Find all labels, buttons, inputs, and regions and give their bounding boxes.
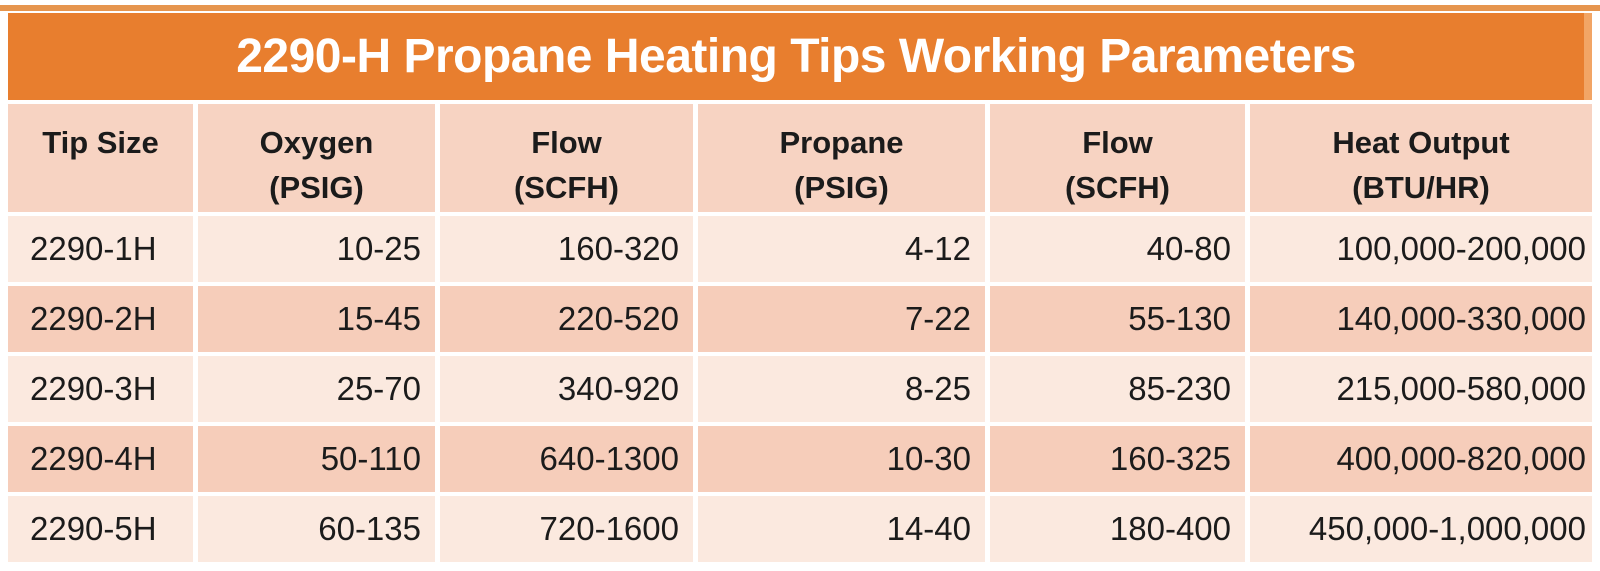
- tip-size-cell: 2290-3H: [8, 356, 193, 422]
- column-header-propane: Propane (PSIG): [698, 104, 985, 212]
- tip-size-cell: 2290-5H: [8, 496, 193, 562]
- heat-output-cell: 400,000-820,000: [1250, 426, 1592, 492]
- oxygen-psig-cell: 50-110: [198, 426, 435, 492]
- propane-flow-cell: 160-325: [990, 426, 1245, 492]
- heat-output-cell: 100,000-200,000: [1250, 216, 1592, 282]
- table-row: 2290-2H 15-45 220-520 7-22 55-130 140,00…: [8, 286, 1592, 352]
- tip-size-cell: 2290-4H: [8, 426, 193, 492]
- heat-output-cell: 215,000-580,000: [1250, 356, 1592, 422]
- oxygen-psig-cell: 60-135: [198, 496, 435, 562]
- propane-psig-cell: 8-25: [698, 356, 985, 422]
- heat-output-cell: 140,000-330,000: [1250, 286, 1592, 352]
- parameters-table: 2290-H Propane Heating Tips Working Para…: [8, 13, 1592, 562]
- oxygen-psig-cell: 10-25: [198, 216, 435, 282]
- propane-psig-cell: 7-22: [698, 286, 985, 352]
- top-orange-rule: [0, 5, 1600, 11]
- oxygen-psig-cell: 25-70: [198, 356, 435, 422]
- column-header-tip-size: Tip Size: [8, 104, 193, 212]
- propane-flow-cell: 85-230: [990, 356, 1245, 422]
- table-title: 2290-H Propane Heating Tips Working Para…: [236, 30, 1356, 83]
- oxygen-flow-cell: 160-320: [440, 216, 693, 282]
- oxygen-flow-cell: 640-1300: [440, 426, 693, 492]
- propane-psig-cell: 10-30: [698, 426, 985, 492]
- table-row: 2290-4H 50-110 640-1300 10-30 160-325 40…: [8, 426, 1592, 492]
- column-header-propane-flow: Flow (SCFH): [990, 104, 1245, 212]
- heat-output-cell: 450,000-1,000,000: [1250, 496, 1592, 562]
- propane-psig-cell: 14-40: [698, 496, 985, 562]
- column-header-oxygen-flow: Flow (SCFH): [440, 104, 693, 212]
- oxygen-flow-cell: 340-920: [440, 356, 693, 422]
- column-header-oxygen: Oxygen (PSIG): [198, 104, 435, 212]
- header-row: Tip Size Oxygen (PSIG) Flow (SCFH) Propa…: [8, 104, 1592, 212]
- column-header-heat-output: Heat Output (BTU/HR): [1250, 104, 1592, 212]
- propane-flow-cell: 55-130: [990, 286, 1245, 352]
- tip-size-cell: 2290-2H: [8, 286, 193, 352]
- table-row: 2290-3H 25-70 340-920 8-25 85-230 215,00…: [8, 356, 1592, 422]
- propane-flow-cell: 40-80: [990, 216, 1245, 282]
- oxygen-flow-cell: 720-1600: [440, 496, 693, 562]
- table-row: 2290-5H 60-135 720-1600 14-40 180-400 45…: [8, 496, 1592, 562]
- propane-psig-cell: 4-12: [698, 216, 985, 282]
- oxygen-flow-cell: 220-520: [440, 286, 693, 352]
- oxygen-psig-cell: 15-45: [198, 286, 435, 352]
- tip-size-cell: 2290-1H: [8, 216, 193, 282]
- table-title-bar: 2290-H Propane Heating Tips Working Para…: [8, 13, 1592, 100]
- table-row: 2290-1H 10-25 160-320 4-12 40-80 100,000…: [8, 216, 1592, 282]
- propane-flow-cell: 180-400: [990, 496, 1245, 562]
